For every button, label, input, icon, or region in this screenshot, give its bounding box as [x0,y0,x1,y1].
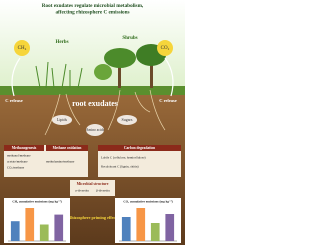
bar [54,214,64,241]
header-bar [4,145,44,151]
charts: CH₄ cumulative emissions (mg kg⁻¹) CO₂ cu… [4,198,181,243]
box-item: methanol/methane [7,154,31,158]
priming-label: Rhizosphere priming effect [68,215,117,220]
box-item: Recalcitrant C (lignin, chitin) [101,165,139,170]
microbial-item: α-diversity [75,189,89,193]
sun-right [157,40,173,56]
arrow [164,57,174,97]
bar [165,214,175,241]
bar [39,224,49,241]
box-item: methylamine/methane [46,160,75,164]
microbial-title: Microbial structure [77,182,109,186]
box-item: Labile C (cellulose, hemicellulose) [101,156,146,161]
bar [121,217,131,241]
microbial-item: β-diversity [96,189,110,193]
bar [150,223,160,241]
herbs-label: Herbs [55,40,68,45]
roots [44,89,166,136]
header-bar [98,145,181,151]
box-item: acetate/methane [7,160,28,164]
title-line: Root exudates regulate microbial metabol… [42,3,144,9]
exudate [52,115,72,125]
chart-title: CO₂ cumulative emissions (mg kg⁻¹) [123,200,172,204]
c-release: C release [5,98,23,103]
sun-left [14,40,30,56]
header-bar [46,145,88,151]
box-header: Methane oxidation [53,146,82,150]
microbial-box [70,180,115,196]
bar [10,221,20,241]
chart-title: CH₄ cumulative emissions (mg kg⁻¹) [12,200,61,204]
gas-ch4: CH₄ [18,46,27,51]
c-release: C release [159,98,177,103]
bar [136,208,146,241]
exudate-label: Lipids [57,117,68,122]
box-header: Carbon degradation [124,146,155,150]
exudate-label: Amino acids [86,128,105,132]
box-item: CO₂/methane [7,166,25,170]
grass [0,86,185,95]
shrubs-label: Shrubs [122,36,137,41]
arrow [11,57,21,97]
exudate-label: Sugars [122,117,133,122]
exudate [117,115,137,125]
title-line: affecting rhizosphere C emissions [55,10,129,16]
exudate [86,124,104,136]
gas-co2: CO₂ [161,46,170,51]
diagram: CH₄ CO₂ Root exudates regulate microbial… [0,0,185,245]
box-header: Methanogenesis [12,146,37,150]
exudates-label: root exudates [72,99,118,108]
bar [25,208,35,241]
herbs-art [35,61,83,89]
